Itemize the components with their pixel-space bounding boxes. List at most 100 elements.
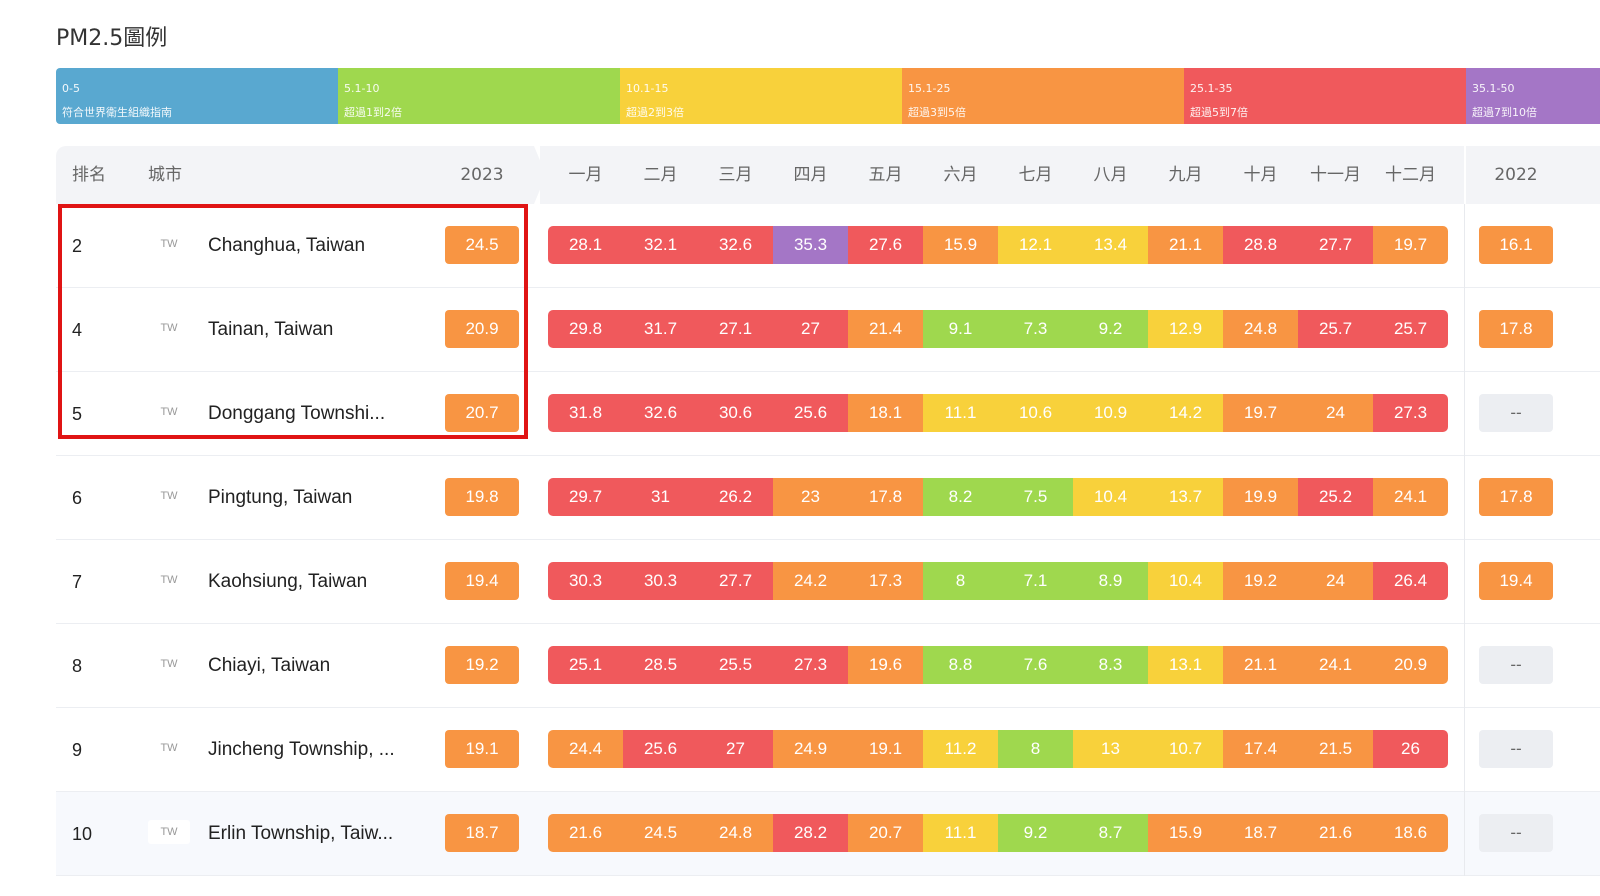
- table-row[interactable]: 2 TW Changhua, Taiwan 24.5 28.1 32.1 32.6 35.3 2…: [56, 204, 1600, 288]
- header-month[interactable]: 一月: [568, 165, 603, 185]
- country-flag-icon: TW: [148, 820, 190, 844]
- monthly-value-badge: 24.5: [623, 814, 698, 852]
- monthly-value-badge: 19.9: [1223, 478, 1298, 516]
- rank-number: 8: [72, 656, 83, 676]
- country-flag-icon: TW: [160, 490, 178, 502]
- header-month[interactable]: 三月: [718, 165, 753, 185]
- monthly-value-badge: 10.4: [1148, 562, 1223, 600]
- monthly-value-badge: 24.8: [698, 814, 773, 852]
- city-link[interactable]: Pingtung, Taiwan: [208, 487, 353, 508]
- legend-range: 10.1-15: [626, 82, 669, 95]
- monthly-value-badge: 31: [623, 478, 698, 516]
- monthly-value-badge: 24: [1298, 562, 1373, 600]
- monthly-value-badge: 27.7: [698, 562, 773, 600]
- aqi-2023-badge: 24.5: [445, 226, 519, 264]
- city-link[interactable]: Changhua, Taiwan: [208, 235, 366, 256]
- monthly-value-badge: 14.2: [1148, 394, 1223, 432]
- monthly-value-badge: 13.7: [1148, 478, 1223, 516]
- monthly-value-badge: 9.2: [998, 814, 1073, 852]
- monthly-value-badge: 27.1: [698, 310, 773, 348]
- header-month[interactable]: 四月: [793, 165, 828, 185]
- header-month[interactable]: 十二月: [1385, 165, 1436, 185]
- header-month[interactable]: 六月: [943, 165, 978, 185]
- table-row[interactable]: 9 TW Jincheng Township, ... 19.1 24.4 25.6 27 2…: [56, 708, 1600, 792]
- monthly-value-badge: 21.1: [1148, 226, 1223, 264]
- monthly-value-badge: 19.2: [1223, 562, 1298, 600]
- header-month[interactable]: 十月: [1243, 165, 1278, 185]
- monthly-value-badge: 31.8: [548, 394, 623, 432]
- aqi-2022-badge: 17.8: [1479, 478, 1553, 516]
- header-divider-arrow: [534, 146, 546, 204]
- monthly-value-badge: 15.9: [1148, 814, 1223, 852]
- table-row[interactable]: 5 TW Donggang Townshi... 20.7 31.8 32.6 30.6 25…: [56, 372, 1600, 456]
- city-link[interactable]: Tainan, Taiwan: [208, 319, 334, 340]
- aqi-2022-badge: 16.1: [1479, 226, 1553, 264]
- monthly-value-badge: 21.4: [848, 310, 923, 348]
- monthly-value-badge: 7.1: [998, 562, 1073, 600]
- header-month[interactable]: 八月: [1093, 165, 1128, 185]
- city-link[interactable]: Chiayi, Taiwan: [208, 655, 331, 676]
- aqi-2023-badge: 18.7: [445, 814, 519, 852]
- header-year-2023[interactable]: 2023: [460, 165, 504, 185]
- table-row[interactable]: 6 TW Pingtung, Taiwan 19.8 29.7 31 26.2 23 17.8 8…: [56, 456, 1600, 540]
- table-row[interactable]: 7 TW Kaohsiung, Taiwan 19.4 30.3 30.3 27.7 24.2…: [56, 540, 1600, 624]
- legend-description: 超過7到10倍: [1472, 106, 1537, 119]
- table-row[interactable]: 8 TW Chiayi, Taiwan 19.2 25.1 28.5 25.5 27.3 19.…: [56, 624, 1600, 708]
- legend-description: 超過1到2倍: [344, 106, 402, 119]
- legend-range: 35.1-50: [1472, 82, 1515, 95]
- monthly-value-badge: 21.1: [1223, 646, 1298, 684]
- monthly-value-badge: 27.3: [773, 646, 848, 684]
- header-month[interactable]: 十一月: [1310, 165, 1361, 185]
- aqi-2022-badge: 19.4: [1479, 562, 1553, 600]
- country-flag-icon: TW: [160, 238, 178, 250]
- legend-range: 25.1-35: [1190, 82, 1233, 95]
- legend-title: PM2.5圖例: [56, 26, 168, 51]
- monthly-value-badge: 13: [1073, 730, 1148, 768]
- monthly-value-badge: 10.9: [1073, 394, 1148, 432]
- monthly-value-badge: 27: [773, 310, 848, 348]
- city-link[interactable]: Donggang Townshi...: [208, 403, 386, 424]
- monthly-value-badge: 8: [923, 562, 998, 600]
- monthly-value-badge: 17.3: [848, 562, 923, 600]
- monthly-value-badge: 25.1: [548, 646, 623, 684]
- rank-number: 2: [72, 236, 83, 256]
- header-year-2022[interactable]: 2022: [1494, 165, 1538, 185]
- monthly-value-badge: 24.8: [1223, 310, 1298, 348]
- monthly-value-badge: 24.9: [773, 730, 848, 768]
- monthly-value-badge: 30.6: [698, 394, 773, 432]
- city-link[interactable]: Kaohsiung, Taiwan: [208, 571, 368, 592]
- aqi-2023-badge: 20.9: [445, 310, 519, 348]
- country-flag-icon: TW: [160, 406, 178, 418]
- monthly-value-badge: 7.5: [998, 478, 1073, 516]
- monthly-value-badge: 26.2: [698, 478, 773, 516]
- monthly-value-badge: 8.9: [1073, 562, 1148, 600]
- pm25-legend: 0-5 符合世界衛生組織指南 5.1-10 超過1到2倍 10.1-15 超過2到3倍 15…: [56, 68, 1600, 124]
- monthly-value-badge: 26.4: [1373, 562, 1448, 600]
- monthly-value-badge: 24.1: [1298, 646, 1373, 684]
- rank-number: 7: [72, 572, 83, 592]
- monthly-value-badge: 9.2: [1073, 310, 1148, 348]
- table-row[interactable]: 10 TW Erlin Township, Taiw... 18.7 21.6 24.5 2…: [56, 792, 1600, 876]
- monthly-value-badge: 21.6: [548, 814, 623, 852]
- monthly-value-badge: 11.1: [923, 814, 998, 852]
- aqi-2023-badge: 19.1: [445, 730, 519, 768]
- monthly-value-badge: 30.3: [623, 562, 698, 600]
- header-city[interactable]: 城市: [148, 165, 182, 185]
- aqi-2023-badge: 19.8: [445, 478, 519, 516]
- header-month[interactable]: 七月: [1018, 165, 1053, 185]
- city-link[interactable]: Erlin Township, Taiw...: [208, 823, 394, 844]
- city-link[interactable]: Jincheng Township, ...: [208, 739, 395, 760]
- monthly-value-badge: 28.8: [1223, 226, 1298, 264]
- header-month[interactable]: 九月: [1168, 165, 1203, 185]
- monthly-value-badge: 10.7: [1148, 730, 1223, 768]
- monthly-value-badge: 19.6: [848, 646, 923, 684]
- legend-description: 超過5到7倍: [1190, 106, 1248, 119]
- monthly-value-badge: 12.1: [998, 226, 1073, 264]
- header-month[interactable]: 二月: [643, 165, 678, 185]
- table-row[interactable]: 4 TW Tainan, Taiwan 20.9 29.8 31.7 27.1 27 21.4 9…: [56, 288, 1600, 372]
- header-month[interactable]: 五月: [868, 165, 903, 185]
- header-rank[interactable]: 排名: [72, 165, 106, 185]
- monthly-value-badge: 32.6: [698, 226, 773, 264]
- legend-range: 5.1-10: [344, 82, 380, 95]
- monthly-value-badge: 10.4: [1073, 478, 1148, 516]
